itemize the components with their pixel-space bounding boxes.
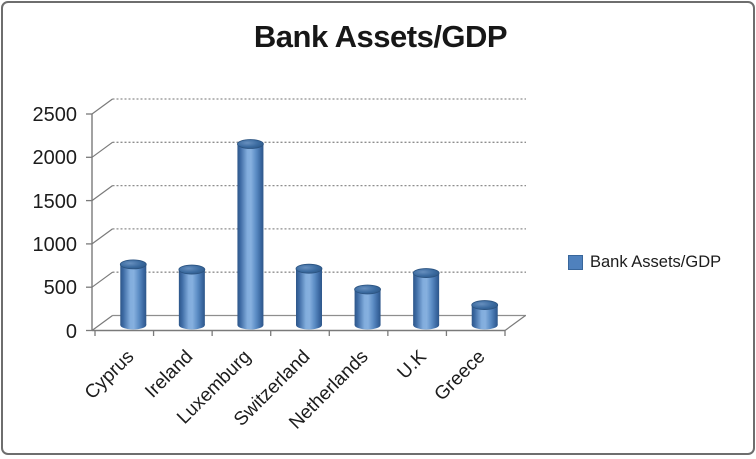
bar-switzerland (295, 263, 323, 330)
cylinder-cap (354, 284, 381, 295)
bar-ireland (178, 264, 206, 330)
y-axis-tick-label: 500 (43, 277, 77, 300)
y-axis-tick-label: 0 (65, 320, 77, 343)
axis-depth-bevel (91, 98, 113, 115)
floor-right-bevel (504, 315, 526, 331)
bar-cyprus (119, 259, 147, 330)
cylinder-body (296, 268, 322, 325)
bar-uk (412, 268, 440, 330)
y-axis-tick-label: 1000 (32, 233, 78, 256)
axis-depth-bevel (91, 271, 113, 288)
cylinder-body (413, 273, 440, 325)
chart-title: Bank Assets/GDP (253, 19, 508, 54)
y-axis-tick-label: 2500 (32, 104, 78, 126)
y-axis-tick-label: 2000 (32, 147, 78, 170)
legend-label: Bank Assets/GDP (590, 253, 722, 271)
bar-netherlands (354, 284, 381, 330)
cylinder-body (120, 264, 147, 325)
cylinder-cap (295, 263, 323, 274)
bar-greece (471, 300, 499, 330)
bar-luxemburg (237, 139, 264, 330)
cylinder-cap (471, 300, 499, 310)
cylinder-body (237, 144, 264, 325)
axis-depth-bevel (91, 315, 113, 331)
legend-marker-icon (568, 255, 583, 270)
axis-depth-bevel (91, 185, 113, 202)
cylinder-body (354, 289, 381, 325)
cylinder-cap (237, 139, 264, 149)
cylinder-body (178, 269, 205, 325)
chart-canvas (86, 98, 526, 336)
plot-area: 2500 2000 1500 1000 500 0 Cyprus Ireland Luxemb… (3, 3, 753, 453)
axis-depth-bevel (91, 228, 113, 245)
axis-depth-bevel (91, 141, 113, 158)
cylinder-cap (412, 268, 440, 278)
y-axis-tick-label: 1500 (32, 190, 78, 213)
cylinder-cap (178, 264, 206, 275)
cylinder-body (471, 305, 498, 325)
legend: Bank Assets/GDP (568, 253, 721, 272)
cylinder-cap (119, 259, 147, 270)
